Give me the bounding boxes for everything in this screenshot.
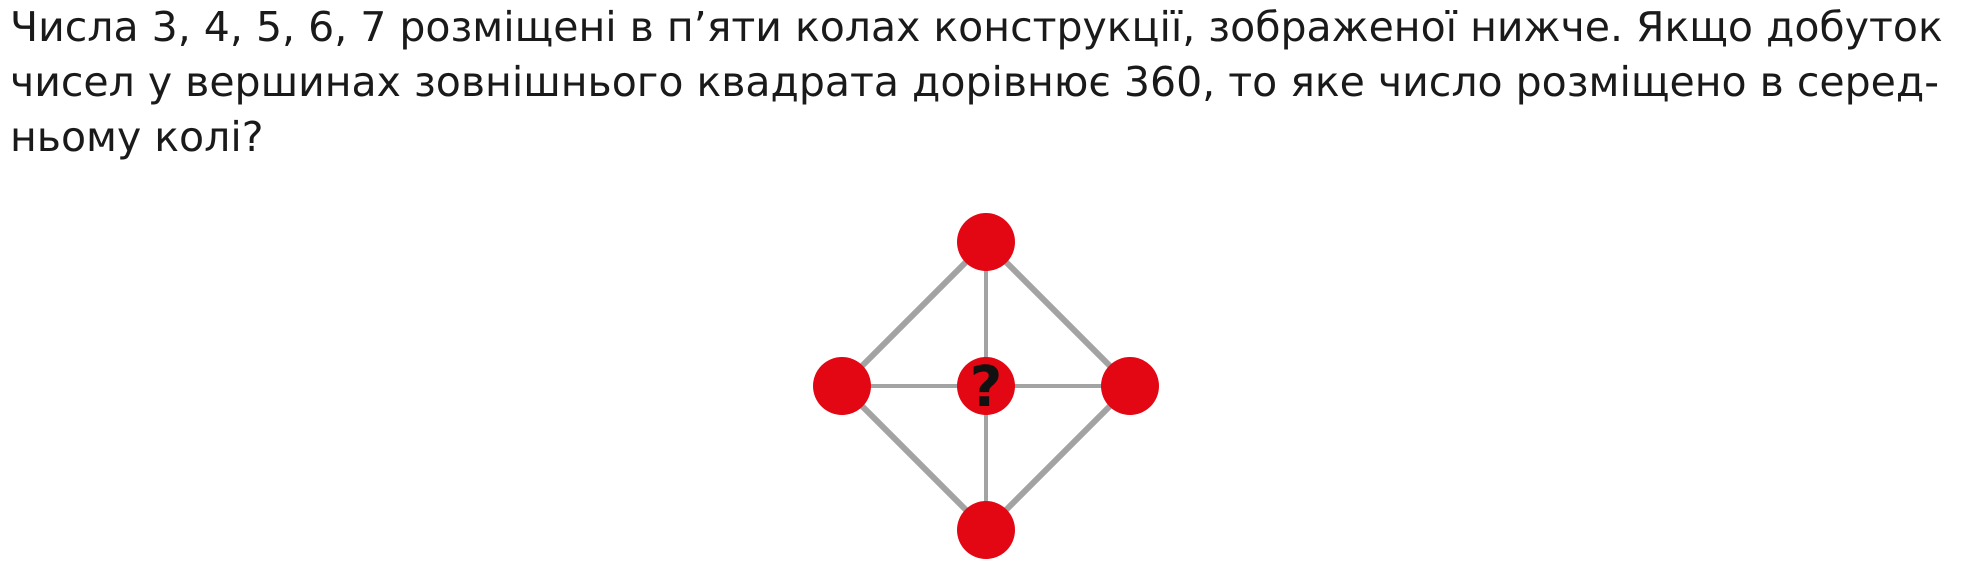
node-bottom bbox=[957, 501, 1015, 559]
center-question-mark: ? bbox=[970, 355, 1002, 420]
edge-bottom-left bbox=[839, 383, 989, 533]
edge-left-top bbox=[839, 239, 989, 389]
diagram-edges bbox=[839, 239, 1133, 533]
diagram-nodes bbox=[813, 213, 1159, 559]
edge-top-right bbox=[983, 239, 1133, 389]
node-center bbox=[957, 357, 1015, 415]
edge-right-bottom bbox=[983, 383, 1133, 533]
problem-line-2: чисел у вершинах зовнішнього квадрата до… bbox=[10, 58, 1940, 106]
problem-statement: Числа 3, 4, 5, 6, 7 розміщені в п’яти ко… bbox=[10, 0, 1960, 165]
node-right bbox=[1101, 357, 1159, 415]
problem-line-1: Числа 3, 4, 5, 6, 7 розміщені в п’яти ко… bbox=[10, 3, 1943, 51]
problem-line-3: ньому колі? bbox=[10, 113, 264, 161]
node-left bbox=[813, 357, 871, 415]
node-top bbox=[957, 213, 1015, 271]
